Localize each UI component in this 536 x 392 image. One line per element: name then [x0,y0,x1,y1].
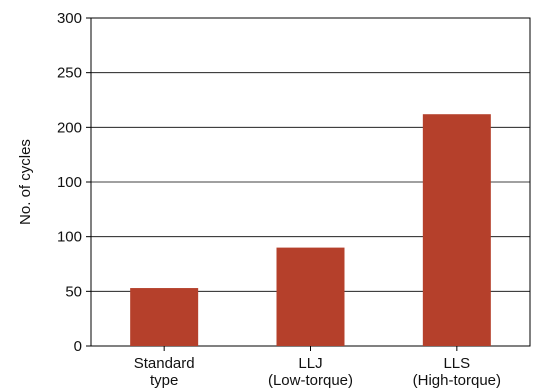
bar [276,247,345,346]
y-tick-label: 0 [74,338,82,355]
y-axis-ticks: 0 50 100 100 200 250 300 [57,10,91,355]
y-tick-label: 200 [57,119,82,136]
x-category-label: (High-torque) [413,372,501,389]
x-category-label: LLJ [298,355,322,372]
x-category-label: type [150,372,178,389]
bar [130,288,199,346]
y-tick-label: 250 [57,65,82,82]
bars [130,114,491,346]
y-tick-label: 100 [57,229,82,246]
y-tick-label: 100 [57,174,82,191]
x-category-label: LLS [443,355,470,372]
y-tick-label: 300 [57,10,82,27]
y-axis-label: No. of cycles [17,139,34,225]
y-tick-label: 50 [65,283,82,300]
x-category-label: (Low-torque) [268,372,353,389]
x-category-label: Standard [134,355,195,372]
bar [422,114,491,346]
